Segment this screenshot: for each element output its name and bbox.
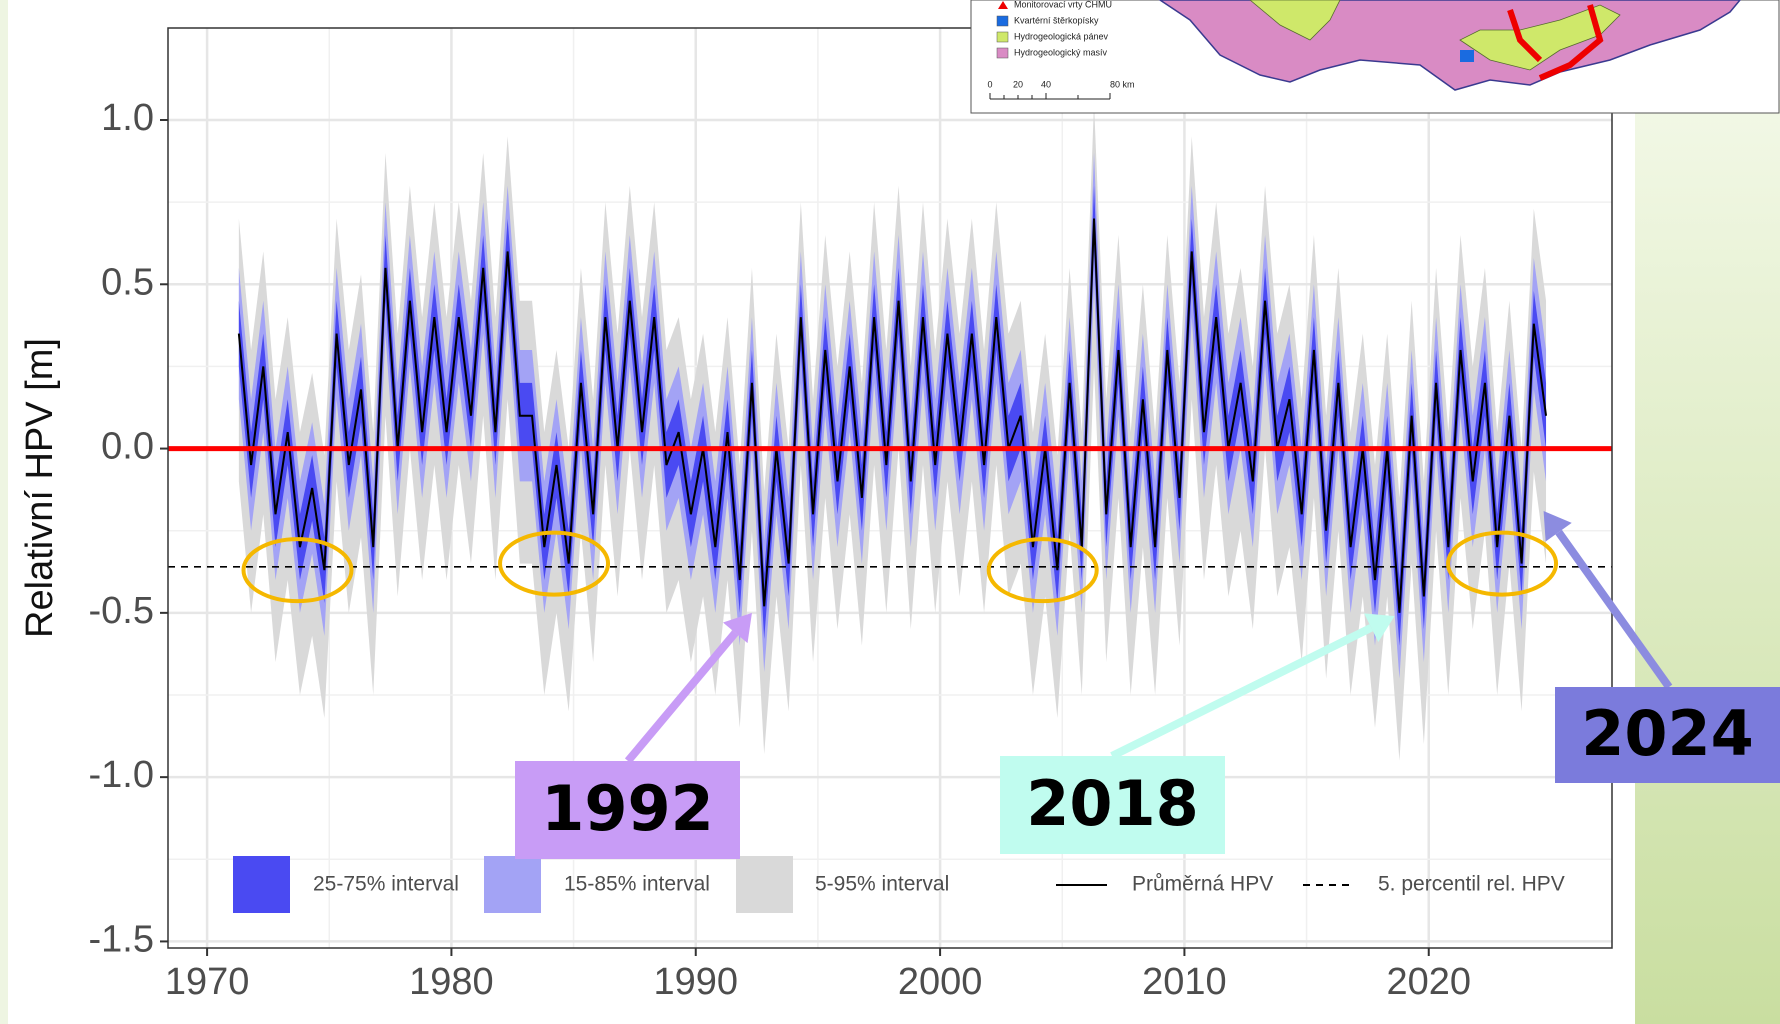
plot — [168, 28, 1612, 948]
highlight-ring — [241, 537, 354, 604]
y-tick-label: 0.5 — [101, 261, 154, 303]
y-tick-label: -1.0 — [89, 754, 154, 796]
map-scale-label: 0 — [987, 79, 992, 89]
x-tick-label: 1970 — [165, 961, 250, 1003]
y-axis-label: Relativní HPV [m] — [19, 338, 61, 638]
map-legend-label: Kvartérní štěrkopísky — [1014, 15, 1099, 25]
annotation-arrow — [624, 630, 739, 764]
legend: 25-75% interval 15-85% interval 5-95% inte… — [233, 856, 1565, 913]
legend-label: 5-95% interval — [815, 873, 949, 896]
map-wells — [1507, 4, 1604, 81]
annotation-arrow — [1555, 529, 1673, 690]
side-strip — [1635, 100, 1780, 1024]
map-scale-label: 40 — [1041, 79, 1051, 89]
legend-swatch — [233, 856, 290, 913]
map-legend-label: Monitorovací vrty ČHMÚ — [1014, 0, 1112, 9]
annotation-arrowhead — [1543, 511, 1572, 542]
x-tick-label: 1980 — [409, 961, 494, 1003]
map-scale-label: 80 km — [1110, 79, 1135, 89]
map-legend-label: Hydrogeologický masív — [1014, 47, 1108, 57]
y-tick-label: 1.0 — [101, 97, 154, 139]
legend-swatch — [736, 856, 793, 913]
edge-strip — [0, 0, 8, 1024]
y-tick-label: -1.5 — [89, 918, 154, 960]
annotation-arrowhead — [722, 612, 752, 644]
y-tick-label: 0.0 — [101, 426, 154, 468]
legend-label: 25-75% interval — [313, 873, 459, 896]
legend-swatch — [484, 856, 541, 913]
annotation-label: 1992 — [541, 772, 714, 845]
map-legend-icon — [998, 1, 1008, 9]
band-area — [238, 185, 1547, 646]
y-tick-label: -0.5 — [89, 590, 154, 632]
panel-border — [167, 27, 1613, 949]
map-basin — [1249, 0, 1621, 71]
annotation-label: 2024 — [1581, 697, 1754, 770]
map-scale-label: 20 — [1013, 79, 1023, 89]
highlight-ring — [986, 537, 1099, 604]
annotation-arrowhead — [1364, 613, 1395, 643]
annotation-box — [515, 761, 740, 859]
map-legend-icon — [996, 47, 1009, 59]
legend-label: Průměrná HPV — [1132, 873, 1273, 896]
mean-line — [237, 218, 1548, 613]
map-inset: Monitorovací vrty ČHMÚ Kvartérní štěrkopí… — [970, 0, 1780, 114]
legend-label: 5. percentil rel. HPV — [1378, 873, 1565, 896]
map-legend-label: Hydrogeologická pánev — [1014, 31, 1109, 41]
annotation-box — [1555, 687, 1780, 783]
map-gravel — [1460, 50, 1474, 62]
legend-label: 15-85% interval — [564, 873, 710, 896]
annotation-label: 2018 — [1026, 767, 1199, 840]
x-tick-label: 2000 — [898, 961, 983, 1003]
x-tick-label: 2010 — [1142, 961, 1227, 1003]
annotation-box — [1000, 756, 1225, 854]
map-scale-bar — [989, 93, 1111, 100]
annotation-arrow — [1110, 624, 1374, 760]
map-legend-icon — [996, 31, 1009, 43]
x-tick-label: 1990 — [653, 961, 738, 1003]
highlight-ring — [1446, 530, 1559, 597]
map-legend-icon — [996, 15, 1009, 27]
highlight-ring — [498, 530, 611, 597]
x-tick-label: 2020 — [1386, 961, 1471, 1003]
